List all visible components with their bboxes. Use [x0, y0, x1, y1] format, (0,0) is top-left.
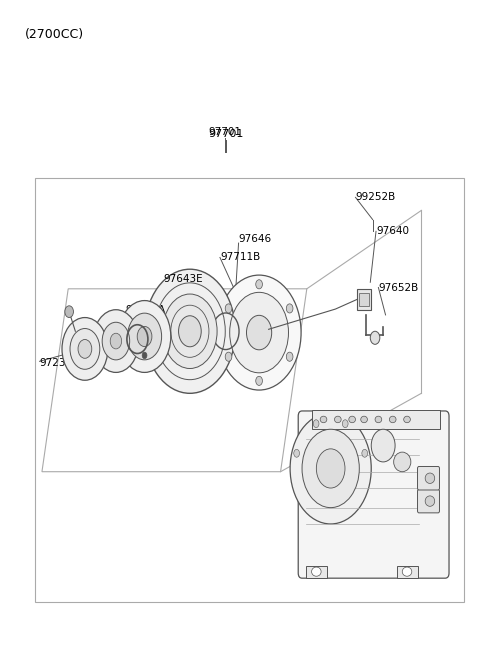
FancyBboxPatch shape [298, 411, 449, 578]
FancyBboxPatch shape [418, 466, 440, 490]
Bar [306, 565, 327, 577]
Ellipse shape [389, 416, 396, 422]
Ellipse shape [137, 327, 152, 346]
Ellipse shape [404, 416, 410, 422]
Text: 97652B: 97652B [378, 283, 419, 293]
Ellipse shape [110, 333, 121, 349]
Text: 99252B: 99252B [356, 192, 396, 202]
Ellipse shape [290, 413, 371, 524]
Ellipse shape [225, 352, 232, 361]
Ellipse shape [217, 275, 301, 390]
Ellipse shape [179, 316, 201, 347]
Ellipse shape [286, 352, 293, 361]
Text: 97643E: 97643E [164, 274, 203, 284]
Ellipse shape [62, 318, 108, 380]
Ellipse shape [78, 340, 92, 358]
Text: 97643A: 97643A [125, 304, 166, 315]
Ellipse shape [402, 567, 412, 576]
Ellipse shape [370, 331, 380, 344]
Ellipse shape [230, 293, 288, 373]
Ellipse shape [65, 306, 73, 318]
Ellipse shape [225, 304, 232, 313]
Ellipse shape [362, 449, 368, 457]
Ellipse shape [361, 416, 367, 422]
Ellipse shape [302, 429, 360, 508]
Ellipse shape [335, 416, 341, 422]
Ellipse shape [320, 416, 327, 422]
Ellipse shape [375, 416, 382, 422]
Bar [312, 409, 441, 429]
Ellipse shape [142, 352, 147, 359]
Text: (2700CC): (2700CC) [25, 28, 84, 41]
Text: 97640: 97640 [376, 226, 409, 236]
Text: 97701: 97701 [208, 127, 241, 136]
Ellipse shape [425, 496, 435, 506]
Ellipse shape [312, 567, 321, 576]
Bar [35, 178, 464, 602]
Ellipse shape [118, 300, 171, 373]
Ellipse shape [93, 310, 139, 373]
Ellipse shape [128, 313, 162, 360]
Text: 97236: 97236 [39, 358, 72, 367]
Bar [358, 289, 371, 310]
Ellipse shape [371, 429, 395, 462]
Ellipse shape [342, 420, 348, 428]
Bar [360, 293, 369, 306]
Text: 97644C: 97644C [78, 341, 118, 352]
Ellipse shape [70, 329, 100, 369]
Text: 97711B: 97711B [220, 253, 260, 262]
Ellipse shape [316, 449, 345, 488]
FancyBboxPatch shape [418, 489, 440, 513]
Ellipse shape [102, 322, 130, 360]
Text: 97646: 97646 [239, 234, 272, 243]
Ellipse shape [394, 452, 411, 472]
Text: 97701: 97701 [208, 129, 243, 138]
Bar [396, 565, 418, 577]
Text: 97646B: 97646B [117, 325, 157, 336]
Ellipse shape [349, 416, 356, 422]
Ellipse shape [286, 304, 293, 313]
Ellipse shape [256, 279, 263, 289]
Ellipse shape [247, 316, 272, 350]
Ellipse shape [425, 473, 435, 483]
Ellipse shape [313, 420, 319, 428]
Ellipse shape [256, 377, 263, 386]
Ellipse shape [144, 269, 235, 394]
Ellipse shape [163, 294, 217, 369]
Ellipse shape [294, 449, 300, 457]
